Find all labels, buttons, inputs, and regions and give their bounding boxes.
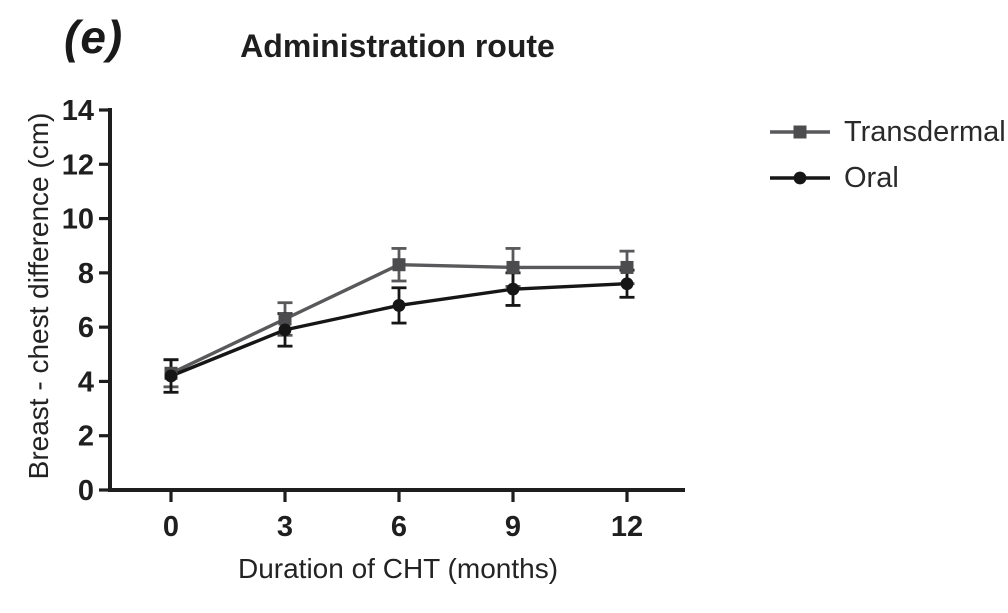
chart-title: Administration route xyxy=(240,28,555,64)
legend-key-circle-oral xyxy=(793,171,807,185)
x-tick-label: 3 xyxy=(277,511,293,543)
data-point-square-transdermal xyxy=(506,260,520,274)
series-layer xyxy=(163,247,635,394)
legend-label-transdermal: Transdermal xyxy=(844,116,1006,148)
data-point-circle-oral xyxy=(620,277,634,291)
data-point-square-transdermal xyxy=(392,258,406,272)
y-tick-label: 10 xyxy=(62,204,94,236)
y-tick-label: 14 xyxy=(62,95,94,127)
y-axis-title: Breast - chest difference (cm) xyxy=(23,113,54,480)
y-tick-label: 2 xyxy=(78,421,94,453)
legend-row-transdermal: Transdermal xyxy=(768,116,1006,148)
data-point-circle-oral xyxy=(164,369,178,383)
legend-key-square-transdermal xyxy=(793,125,807,139)
oral-line-marker-icon xyxy=(770,171,830,185)
data-point-circle-oral xyxy=(392,299,406,312)
legend-label-oral: Oral xyxy=(844,162,899,194)
y-tick-label: 0 xyxy=(78,475,94,507)
panel-letter-label: (e) xyxy=(64,11,124,63)
legend: Transdermal Oral xyxy=(768,116,1006,208)
legend-row-oral: Oral xyxy=(768,162,1006,194)
x-tick-label: 6 xyxy=(391,511,407,543)
y-tick-label: 12 xyxy=(62,149,94,181)
y-tick-label: 4 xyxy=(78,366,94,398)
x-tick-label: 0 xyxy=(163,511,179,543)
data-point-circle-oral xyxy=(506,282,520,296)
x-tick-label: 12 xyxy=(611,511,643,543)
x-axis-title: Duration of CHT (months) xyxy=(238,553,558,584)
data-point-circle-oral xyxy=(278,323,292,337)
axes-layer: 0 2 4 6 8 10 12 14 0 3 6 9 12 xyxy=(62,95,685,543)
y-tick-label: 6 xyxy=(78,312,94,344)
data-point-square-transdermal xyxy=(620,260,634,274)
x-tick-label: 9 xyxy=(505,511,521,543)
y-tick-label: 8 xyxy=(78,258,94,290)
data-point-square-transdermal xyxy=(278,312,292,326)
transdermal-line-marker-icon xyxy=(770,125,830,139)
